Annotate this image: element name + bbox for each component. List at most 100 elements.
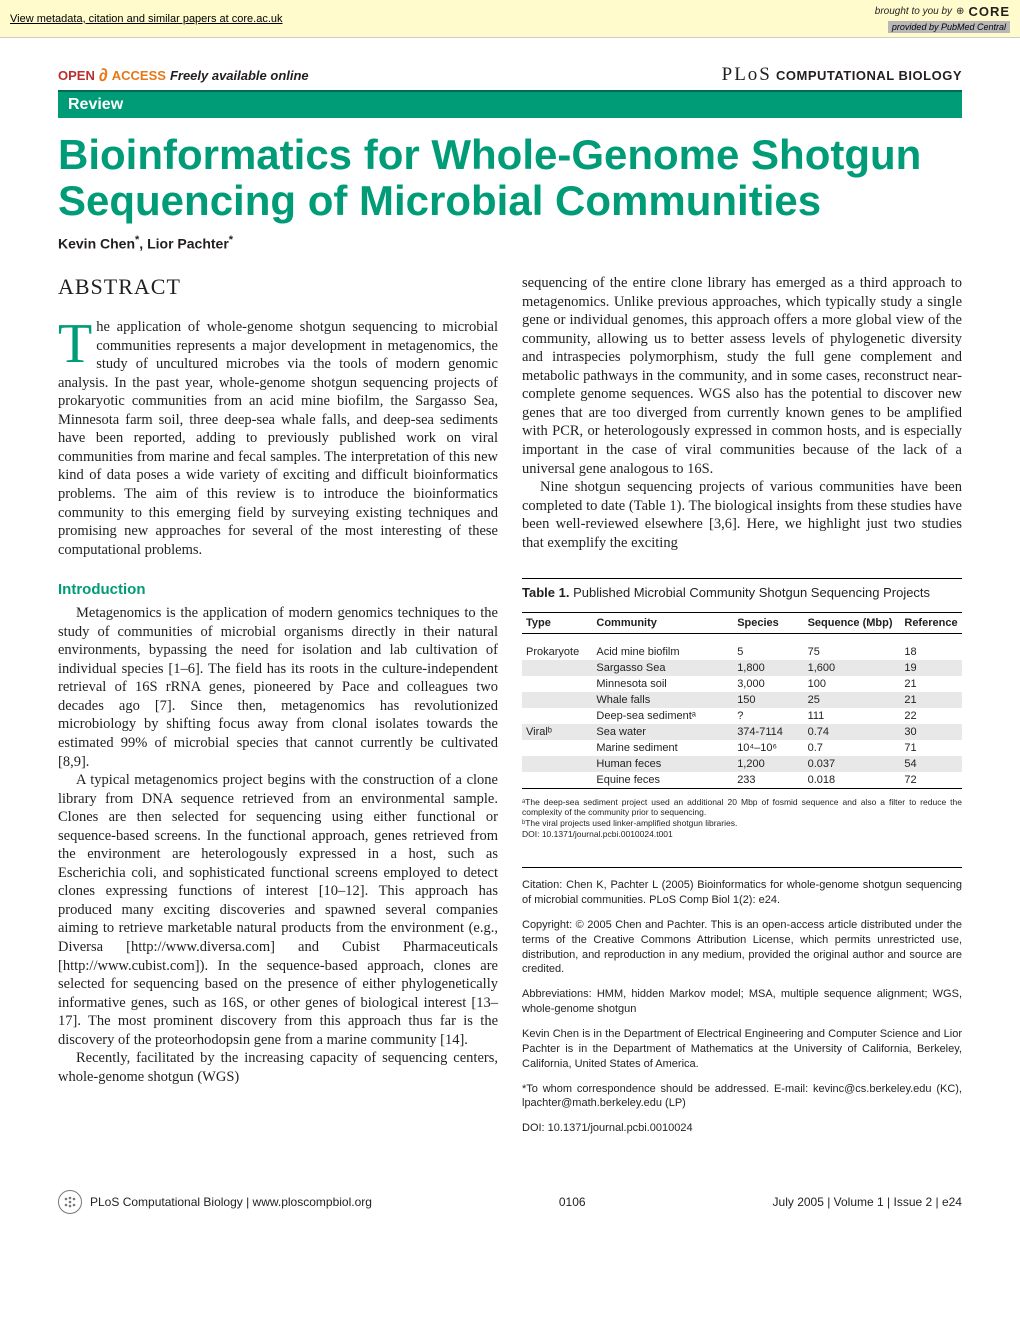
- table-cell: 72: [900, 772, 962, 789]
- table-1: Type Community Species Sequence (Mbp) Re…: [522, 612, 962, 789]
- table-row: Human feces1,2000.03754: [522, 756, 962, 772]
- core-logo: CORE: [968, 4, 1010, 19]
- table-cell: Sargasso Sea: [592, 660, 733, 676]
- table-cell: 54: [900, 756, 962, 772]
- right-para-1: sequencing of the entire clone library h…: [522, 274, 962, 478]
- table-cell: [522, 708, 592, 724]
- table-cell: 1,200: [733, 756, 803, 772]
- affiliation-text: Kevin Chen is in the Department of Elect…: [522, 1027, 962, 1072]
- plos-icon: [58, 1190, 82, 1214]
- table-row: Minnesota soil3,00010021: [522, 676, 962, 692]
- table-cell: Sea water: [592, 724, 733, 740]
- table-row: Equine feces2330.01872: [522, 772, 962, 789]
- table-cell: 21: [900, 676, 962, 692]
- table-cell: 19: [900, 660, 962, 676]
- citation-text: Citation: Chen K, Pachter L (2005) Bioin…: [522, 878, 962, 908]
- copyright-text: Copyright: © 2005 Chen and Pachter. This…: [522, 918, 962, 977]
- page-footer: PLoS Computational Biology | www.ploscom…: [0, 1176, 1020, 1230]
- th-type: Type: [522, 613, 592, 634]
- table-cell: 0.7: [804, 740, 901, 756]
- table-cell: Whale falls: [592, 692, 733, 708]
- table-cell: 111: [804, 708, 901, 724]
- intro-para-2: A typical metagenomics project begins wi…: [58, 771, 498, 1049]
- article-authors: Kevin Chen*, Lior Pachter*: [58, 234, 962, 274]
- table-cell: 18: [900, 644, 962, 660]
- table-cell: Acid mine biofilm: [592, 644, 733, 660]
- core-metadata-link[interactable]: View metadata, citation and similar pape…: [10, 13, 283, 25]
- table-cell: 3,000: [733, 676, 803, 692]
- table-cell: 25: [804, 692, 901, 708]
- table-cell: 5: [733, 644, 803, 660]
- article-title: Bioinformatics for Whole-Genome Shotgun …: [58, 118, 962, 234]
- page-content: OPEN ∂ ACCESS Freely available online PL…: [0, 38, 1020, 1176]
- table-note-b: ᵇThe viral projects used linker-amplifie…: [522, 818, 962, 829]
- table-row: ViralᵇSea water374-71140.7430: [522, 724, 962, 740]
- table-cell: [522, 692, 592, 708]
- table-cell: 10⁴–10⁶: [733, 740, 803, 756]
- article-info-block: Citation: Chen K, Pachter L (2005) Bioin…: [522, 867, 962, 1136]
- abstract-body: he application of whole-genome shotgun s…: [58, 319, 498, 558]
- table-cell: [522, 740, 592, 756]
- table-cell: 100: [804, 676, 901, 692]
- table-cell: 30: [900, 724, 962, 740]
- lock-icon: ∂: [99, 65, 108, 86]
- table-row: Marine sediment10⁴–10⁶0.771: [522, 740, 962, 756]
- table-1-caption-text: Published Microbial Community Shotgun Se…: [573, 585, 930, 600]
- table-row: Deep-sea sedimentᵃ?11122: [522, 708, 962, 724]
- table-1-label: Table 1.: [522, 585, 569, 600]
- table-1-notes: ᵃThe deep-sea sediment project used an a…: [522, 797, 962, 840]
- table-cell: 22: [900, 708, 962, 724]
- table-cell: Viralᵇ: [522, 724, 592, 740]
- table-1-caption: Table 1. Published Microbial Community S…: [522, 585, 962, 600]
- table-doi: DOI: 10.1371/journal.pcbi.0010024.t001: [522, 829, 962, 840]
- table-cell: Deep-sea sedimentᵃ: [592, 708, 733, 724]
- table-cell: Marine sediment: [592, 740, 733, 756]
- core-banner: View metadata, citation and similar pape…: [0, 0, 1020, 38]
- table-cell: [522, 772, 592, 789]
- abstract-dropcap: T: [58, 318, 96, 366]
- journal-brand: PLoS COMPUTATIONAL BIOLOGY: [722, 64, 962, 86]
- intro-para-3: Recently, facilitated by the increasing …: [58, 1049, 498, 1086]
- table-cell: Minnesota soil: [592, 676, 733, 692]
- table-row: ProkaryoteAcid mine biofilm57518: [522, 644, 962, 660]
- core-provided-label: provided by PubMed Central: [888, 21, 1010, 33]
- abstract-text: The application of whole-genome shotgun …: [58, 318, 498, 559]
- open-access-badge: OPEN ∂ ACCESS Freely available online: [58, 65, 309, 86]
- abbreviations-text: Abbreviations: HMM, hidden Markov model;…: [522, 987, 962, 1017]
- journal-name: COMPUTATIONAL BIOLOGY: [776, 68, 962, 83]
- right-column: sequencing of the entire clone library h…: [522, 274, 962, 1146]
- table-1-block: Table 1. Published Microbial Community S…: [522, 578, 962, 839]
- table-cell: ?: [733, 708, 803, 724]
- table-cell: Equine feces: [592, 772, 733, 789]
- footer-issue-info: July 2005 | Volume 1 | Issue 2 | e24: [773, 1195, 962, 1209]
- core-brought-label: brought to you by: [875, 6, 952, 17]
- header-row: OPEN ∂ ACCESS Freely available online PL…: [58, 58, 962, 90]
- table-cell: Prokaryote: [522, 644, 592, 660]
- table-row: Whale falls1502521: [522, 692, 962, 708]
- footer-journal-url: PLoS Computational Biology | www.ploscom…: [90, 1195, 372, 1209]
- introduction-body: Metagenomics is the application of moder…: [58, 604, 498, 1086]
- table-cell: 0.018: [804, 772, 901, 789]
- intro-para-1: Metagenomics is the application of moder…: [58, 604, 498, 771]
- core-target-icon: ⊕: [956, 6, 964, 17]
- right-para-2: Nine shotgun sequencing projects of vari…: [522, 478, 962, 552]
- table-cell: 0.037: [804, 756, 901, 772]
- correspondence-text: *To whom correspondence should be addres…: [522, 1082, 962, 1112]
- table-cell: [522, 676, 592, 692]
- th-community: Community: [592, 613, 733, 634]
- th-reference: Reference: [900, 613, 962, 634]
- table-cell: [522, 660, 592, 676]
- table-cell: 75: [804, 644, 901, 660]
- oa-open-label: OPEN: [58, 68, 95, 83]
- introduction-heading: Introduction: [58, 581, 498, 598]
- th-species: Species: [733, 613, 803, 634]
- table-cell: 21: [900, 692, 962, 708]
- table-cell: 1,600: [804, 660, 901, 676]
- table-cell: 150: [733, 692, 803, 708]
- table-cell: 374-7114: [733, 724, 803, 740]
- right-body: sequencing of the entire clone library h…: [522, 274, 962, 552]
- review-bar: Review: [58, 90, 962, 118]
- footer-page-number: 0106: [559, 1195, 586, 1209]
- table-cell: 71: [900, 740, 962, 756]
- abstract-heading: ABSTRACT: [58, 274, 498, 300]
